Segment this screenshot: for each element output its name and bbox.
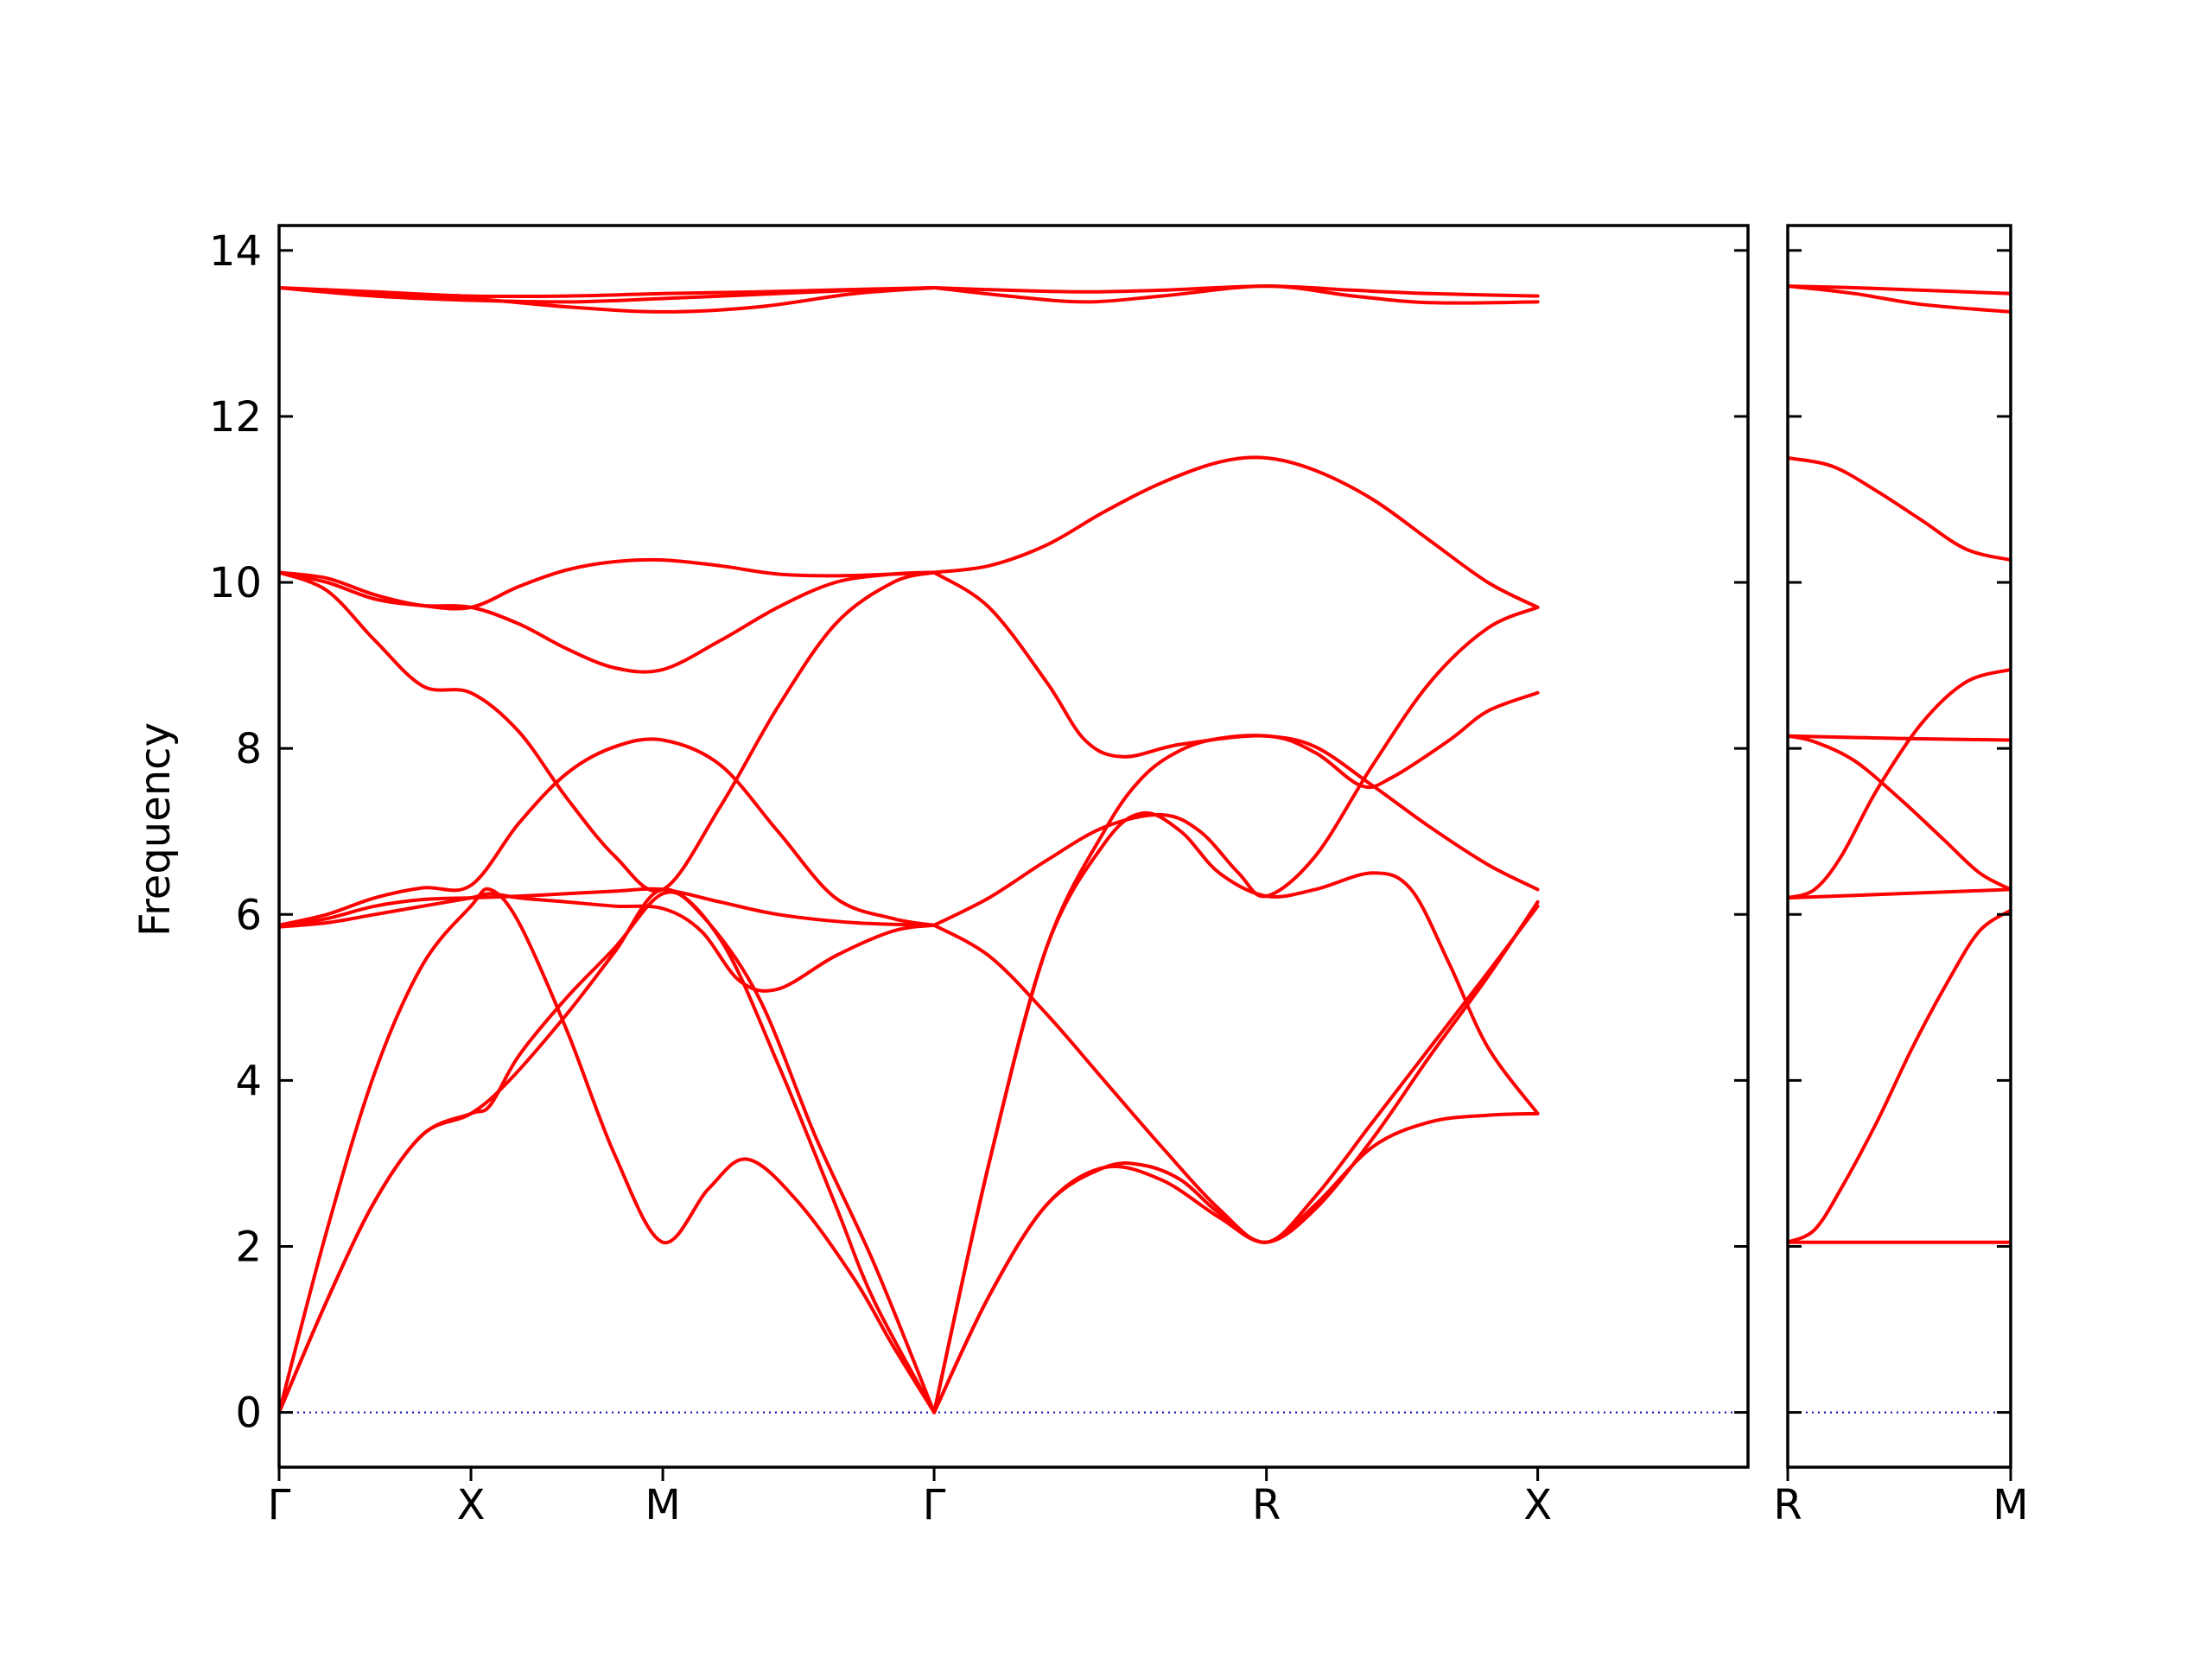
phonon-band-left-4	[279, 887, 937, 929]
k-point-label: M	[1993, 1481, 2028, 1529]
k-point-label: M	[645, 1481, 680, 1529]
k-point-label: X	[457, 1481, 486, 1529]
y-tick-label: 6	[235, 891, 262, 939]
left-panel: 0 2 4 6 8 10 12 14 Γ X M Γ R X	[209, 224, 1750, 1529]
phonon-band-right-7	[1788, 456, 2011, 563]
y-tick-label: 4	[235, 1057, 262, 1105]
phonon-band-right-2	[1788, 908, 2011, 1244]
phonon-band-left-15	[932, 810, 1540, 1414]
y-tick-label: 10	[209, 559, 262, 607]
phonon-band-right-6	[1788, 734, 2011, 742]
band-series	[279, 284, 1540, 1414]
k-point-label: R	[1773, 1481, 1802, 1529]
phonon-band-left-20	[932, 899, 1540, 1414]
y-tick-label: 8	[235, 725, 262, 773]
phonon-band-left-3	[279, 887, 937, 1414]
phonon-band-left-9	[279, 557, 937, 611]
phonon-band-right-5	[1788, 734, 2011, 892]
phonon-band-left-14	[932, 734, 1540, 1414]
y-tick-label: 2	[235, 1223, 262, 1271]
phonon-band-left-5	[279, 892, 937, 993]
phonon-band-right-8	[1788, 284, 2011, 296]
phonon-band-left-13	[932, 1111, 1540, 1414]
phonon-band-left-11	[279, 286, 937, 304]
k-point-label: R	[1252, 1481, 1281, 1529]
phonon-band-left-19	[932, 455, 1540, 609]
k-point-label: X	[1523, 1481, 1552, 1529]
phonon-band-right-3	[1788, 887, 2011, 900]
y-axis-label: Frequency	[131, 722, 180, 937]
phonon-band-left-18	[932, 570, 1540, 790]
phonon-band-left-6	[279, 737, 937, 927]
y-tick-label: 14	[209, 227, 262, 276]
plot-frame-left	[277, 224, 1750, 1469]
phonon-band-left-8	[279, 570, 937, 674]
phonon-band-left-17	[932, 605, 1540, 927]
band-series	[1788, 284, 2011, 1244]
phonon-band-left-22	[932, 284, 1540, 305]
y-tick-label: 0	[235, 1389, 262, 1438]
k-point-label: Γ	[923, 1481, 946, 1529]
phonon-band-left-7	[279, 570, 937, 893]
phonon-band-left-2	[279, 890, 937, 1414]
phonon-band-left-12	[279, 286, 937, 314]
phonon-band-right-4	[1788, 667, 2011, 900]
y-tick-label: 12	[209, 393, 262, 442]
plot-frame-right	[1786, 224, 2012, 1469]
k-point-label: Γ	[268, 1481, 291, 1529]
phonon-band-left-1	[279, 887, 937, 1414]
phonon-band-right-9	[1788, 284, 2011, 314]
